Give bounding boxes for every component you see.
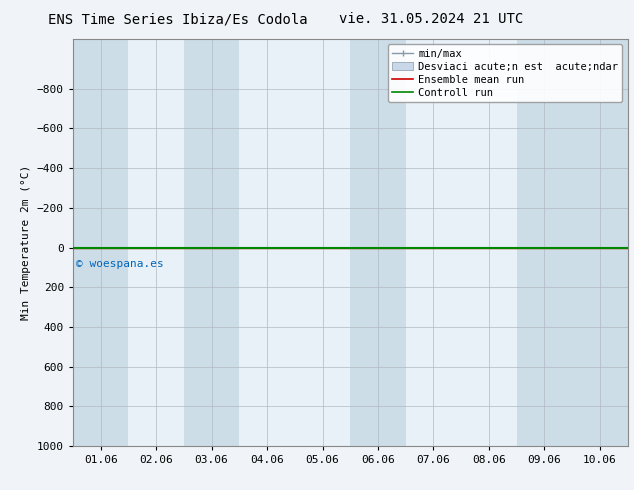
- Legend: min/max, Desviaci acute;n est  acute;ndar, Ensemble mean run, Controll run: min/max, Desviaci acute;n est acute;ndar…: [388, 45, 623, 102]
- Bar: [73, 39, 128, 446]
- Bar: [350, 39, 406, 446]
- Text: ENS Time Series Ibiza/Es Codola: ENS Time Series Ibiza/Es Codola: [48, 12, 307, 26]
- Bar: [573, 39, 628, 446]
- Bar: [184, 39, 240, 446]
- Text: vie. 31.05.2024 21 UTC: vie. 31.05.2024 21 UTC: [339, 12, 523, 26]
- Text: © woespana.es: © woespana.es: [75, 259, 164, 270]
- Y-axis label: Min Temperature 2m (°C): Min Temperature 2m (°C): [22, 165, 31, 320]
- Bar: [517, 39, 573, 446]
